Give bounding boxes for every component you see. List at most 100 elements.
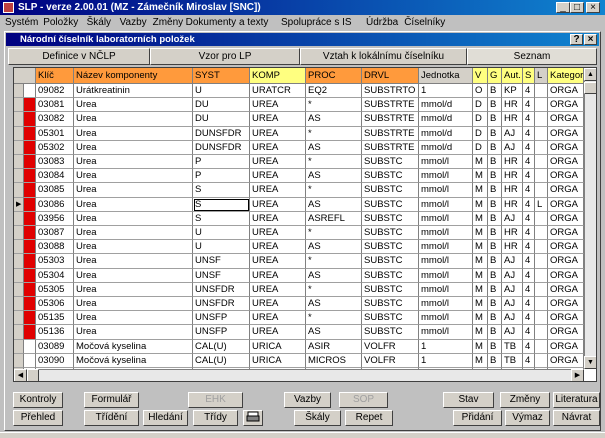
grid-cell[interactable]: 05135 bbox=[36, 311, 74, 326]
grid-cell[interactable]: ORGA bbox=[548, 183, 584, 198]
grid-cell[interactable]: ORGA bbox=[548, 226, 584, 241]
grid-cell[interactable]: O bbox=[473, 84, 488, 99]
button[interactable]: Přidání bbox=[453, 410, 502, 426]
grid-cell[interactable]: AS bbox=[306, 169, 362, 184]
button[interactable]: Literatura bbox=[553, 392, 600, 408]
menu-item[interactable]: Vazby bbox=[119, 17, 147, 28]
grid-cell[interactable]: AJ bbox=[502, 140, 523, 155]
tab[interactable]: Definice v NČLP bbox=[8, 48, 150, 65]
grid-cell[interactable]: B bbox=[488, 112, 502, 127]
grid-cell[interactable]: UREA bbox=[250, 112, 306, 127]
grid-cell[interactable]: * bbox=[306, 282, 362, 297]
grid-cell[interactable]: ORGA bbox=[548, 140, 584, 155]
grid-cell[interactable]: B bbox=[488, 368, 502, 369]
grid-cell[interactable]: M bbox=[473, 297, 488, 312]
grid-cell[interactable]: * bbox=[306, 155, 362, 170]
grid-cell[interactable]: UREA bbox=[250, 169, 306, 184]
help-button[interactable]: ? bbox=[570, 34, 583, 45]
grid-cell[interactable]: SUBSTRTE bbox=[362, 126, 419, 141]
grid-cell[interactable]: * bbox=[306, 254, 362, 269]
grid-cell[interactable]: 03086 bbox=[36, 197, 74, 212]
grid-cell[interactable]: ORGA bbox=[548, 282, 584, 297]
grid-cell[interactable]: ORGA bbox=[548, 155, 584, 170]
button[interactable]: Repet bbox=[345, 410, 393, 426]
grid-cell[interactable]: SUBSTC bbox=[362, 155, 419, 170]
grid-cell[interactable]: U bbox=[193, 84, 250, 99]
grid-cell[interactable] bbox=[535, 126, 548, 141]
grid-cell[interactable]: 4 bbox=[523, 84, 535, 99]
grid-cell[interactable]: 1 bbox=[419, 84, 473, 99]
grid-cell[interactable]: mmol/l bbox=[419, 169, 473, 184]
menu-item[interactable]: Dokumenty a texty bbox=[185, 17, 269, 28]
grid-cell[interactable]: HR bbox=[502, 98, 523, 113]
grid-cell[interactable]: Urea bbox=[74, 226, 193, 241]
grid-cell[interactable] bbox=[535, 254, 548, 269]
grid-cell[interactable]: P bbox=[193, 155, 250, 170]
grid-cell[interactable] bbox=[535, 226, 548, 241]
grid-cell[interactable]: 05137 bbox=[36, 368, 74, 369]
scroll-right[interactable]: ▶ bbox=[571, 369, 584, 381]
button[interactable]: Přehled bbox=[13, 410, 63, 426]
grid-cell[interactable]: 4 bbox=[523, 155, 535, 170]
grid-cell[interactable]: 4 bbox=[523, 197, 535, 212]
grid-cell[interactable]: ORGA bbox=[548, 197, 584, 212]
grid-cell[interactable]: AS bbox=[306, 268, 362, 283]
grid-cell[interactable]: UNSFP bbox=[193, 311, 250, 326]
grid-cell[interactable]: 4 bbox=[523, 211, 535, 226]
column-header[interactable]: Aut. bbox=[502, 68, 523, 84]
grid-cell[interactable]: DU bbox=[193, 112, 250, 127]
grid-cell[interactable] bbox=[535, 339, 548, 354]
maximize-button[interactable]: □ bbox=[570, 2, 584, 13]
grid-cell[interactable]: SUBSTRTE bbox=[362, 112, 419, 127]
grid-cell[interactable]: M bbox=[473, 325, 488, 340]
grid-cell[interactable]: mmol/l bbox=[419, 268, 473, 283]
grid-cell[interactable]: 05305 bbox=[36, 282, 74, 297]
grid-cell[interactable]: Urea bbox=[74, 240, 193, 255]
grid-cell[interactable]: 03084 bbox=[36, 169, 74, 184]
grid-cell[interactable]: Urea bbox=[74, 297, 193, 312]
grid-cell[interactable] bbox=[535, 240, 548, 255]
grid-cell[interactable]: VOLFR bbox=[362, 353, 419, 368]
grid-cell[interactable]: B bbox=[488, 126, 502, 141]
grid-cell[interactable]: Urea bbox=[74, 254, 193, 269]
grid-cell[interactable]: UREA bbox=[250, 140, 306, 155]
tab[interactable]: Seznam bbox=[467, 48, 597, 65]
grid-cell[interactable]: mmol/l bbox=[419, 197, 473, 212]
grid-cell[interactable]: B bbox=[488, 297, 502, 312]
grid-cell[interactable]: DUNSFDR bbox=[193, 126, 250, 141]
grid-cell[interactable]: CAL(U) bbox=[193, 339, 250, 354]
column-header[interactable]: Jednotka bbox=[419, 68, 473, 84]
grid-cell[interactable]: UREA bbox=[250, 226, 306, 241]
grid-cell[interactable]: UNSF bbox=[193, 268, 250, 283]
grid-cell[interactable] bbox=[535, 112, 548, 127]
menu-item[interactable]: Spolupráce s IS bbox=[281, 17, 352, 28]
grid-cell[interactable]: 4 bbox=[523, 311, 535, 326]
grid-cell[interactable]: Urátkreatinin bbox=[74, 84, 193, 99]
menu-item[interactable]: Změny bbox=[152, 17, 184, 28]
column-header[interactable]: S bbox=[523, 68, 535, 84]
grid-cell[interactable]: UREA bbox=[250, 325, 306, 340]
grid-cell[interactable]: MICROS bbox=[306, 353, 362, 368]
scroll-left[interactable]: ◀ bbox=[14, 369, 27, 381]
grid-cell[interactable]: 4 bbox=[523, 226, 535, 241]
grid-cell[interactable]: EQ2 bbox=[306, 84, 362, 99]
scroll-up[interactable]: ▲ bbox=[584, 68, 596, 81]
grid-cell[interactable] bbox=[535, 325, 548, 340]
grid-cell[interactable]: M bbox=[473, 254, 488, 269]
grid-cell[interactable]: SUBSTC bbox=[362, 297, 419, 312]
grid-cell[interactable]: SUBSTC bbox=[362, 183, 419, 198]
grid-cell[interactable]: Urea bbox=[74, 140, 193, 155]
grid-cell[interactable]: 03085 bbox=[36, 183, 74, 198]
grid-cell[interactable]: S bbox=[193, 197, 250, 212]
grid-cell[interactable]: Urea bbox=[74, 311, 193, 326]
grid-cell[interactable]: B bbox=[488, 197, 502, 212]
column-header[interactable]: DRVL bbox=[362, 68, 419, 84]
grid-cell[interactable]: SUBSTRTE bbox=[362, 140, 419, 155]
grid-cell[interactable]: M bbox=[473, 282, 488, 297]
grid-cell[interactable]: U bbox=[193, 240, 250, 255]
grid-cell[interactable]: 4 bbox=[523, 98, 535, 113]
grid-cell[interactable]: SUBSTC bbox=[362, 211, 419, 226]
grid-cell[interactable]: Močová kyselina bbox=[74, 368, 193, 369]
grid-cell[interactable]: M bbox=[473, 155, 488, 170]
grid-cell[interactable]: Močová kyselina bbox=[74, 353, 193, 368]
